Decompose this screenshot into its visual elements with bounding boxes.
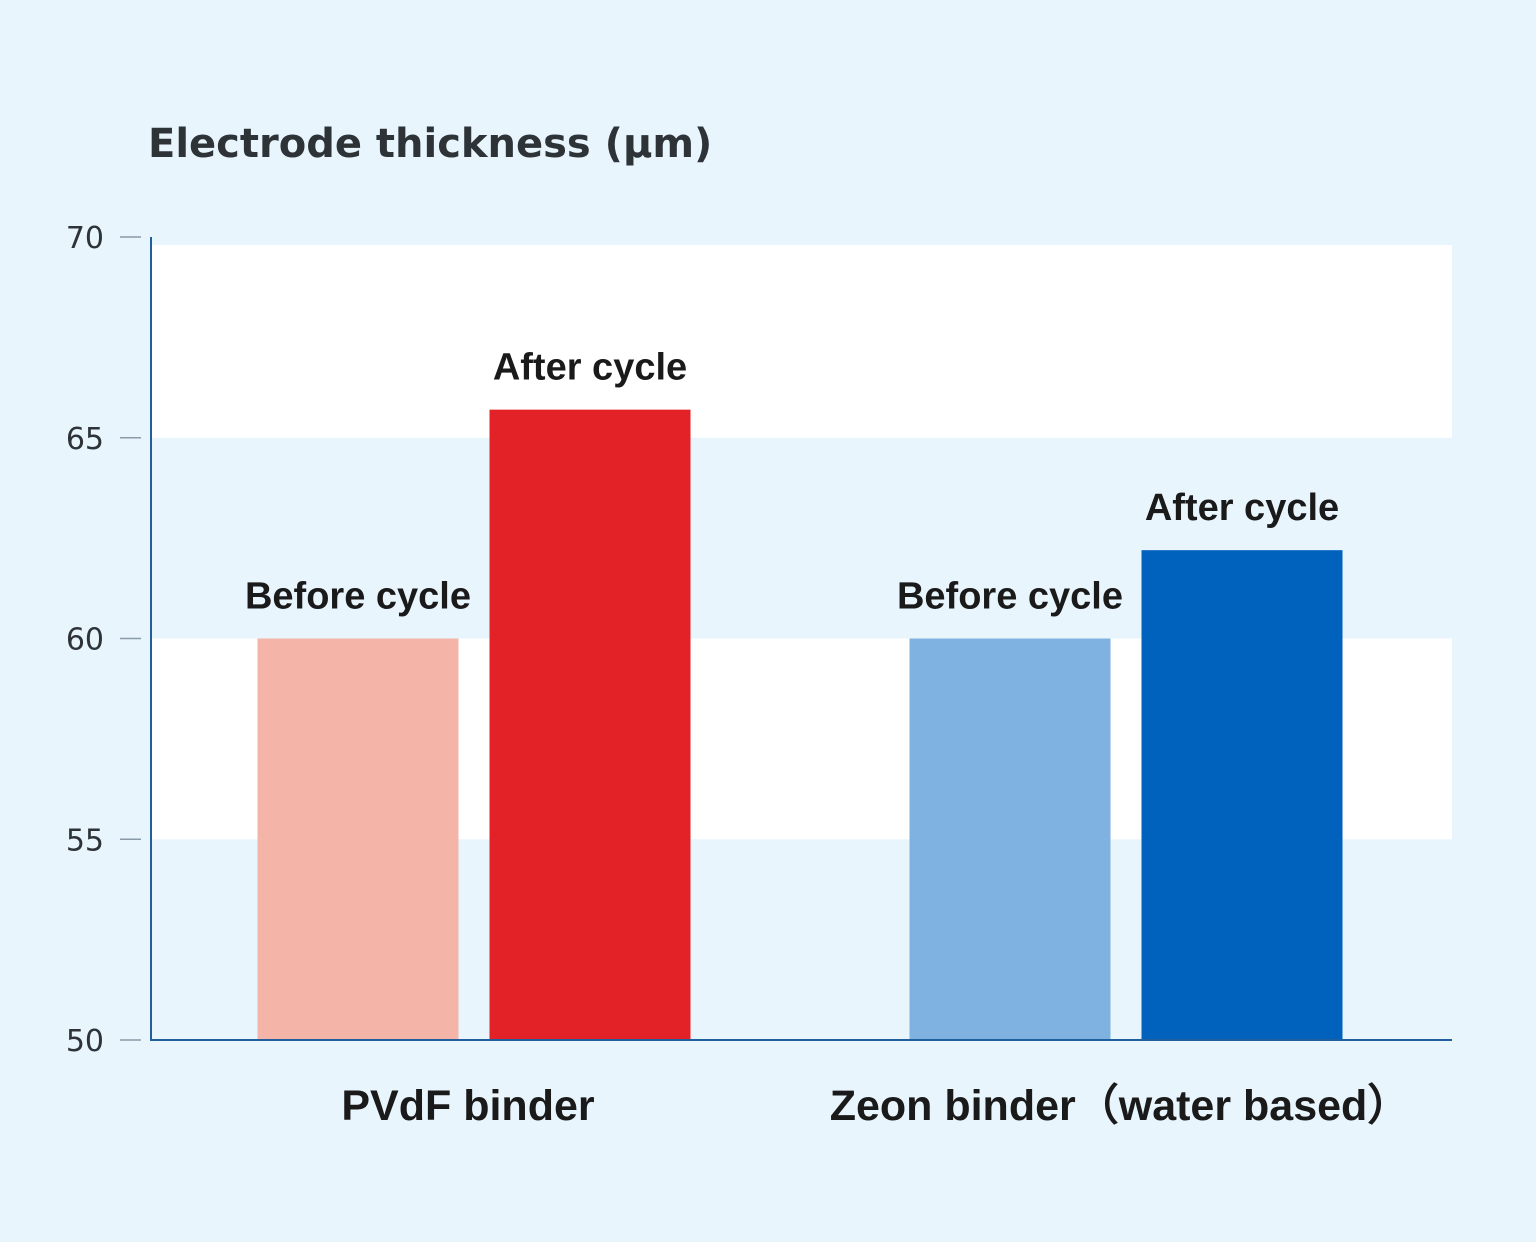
bar-label: Before cycle: [897, 576, 1123, 618]
y-axis-ticks: 50 55 60 65 70: [66, 221, 141, 1059]
bar-label: After cycle: [493, 347, 687, 389]
bar-label: After cycle: [1145, 487, 1339, 529]
y-tick-label: 50: [66, 1024, 104, 1059]
bar-labels: Before cycle After cycle Before cycle After…: [245, 347, 1339, 618]
bar: [1141, 550, 1343, 1040]
bar: [489, 409, 691, 1040]
bar-label: Before cycle: [245, 576, 471, 618]
bars: [257, 409, 1343, 1040]
y-tick-label: 65: [66, 422, 104, 457]
grid-band: [151, 245, 1452, 438]
category-label: Zeon binder（water based）: [830, 1082, 1411, 1130]
y-axis-label: Electrode thickness (µm): [148, 121, 712, 167]
bar: [909, 638, 1111, 1040]
y-tick-label: 70: [66, 221, 104, 256]
category-label: PVdF binder: [341, 1082, 595, 1130]
bar: [257, 638, 459, 1040]
y-tick-label: 60: [66, 623, 104, 658]
y-tick-label: 55: [66, 823, 104, 858]
category-labels: PVdF binder Zeon binder（water based）: [341, 1082, 1410, 1130]
